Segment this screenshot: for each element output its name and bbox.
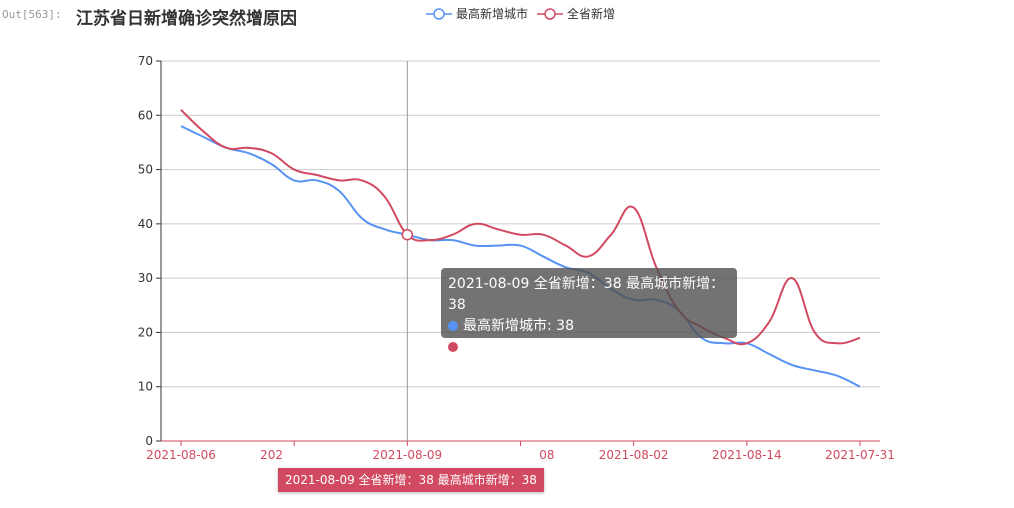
chart-title: 江苏省日新增确诊突然增原因 xyxy=(76,9,297,29)
y-tick-label: 10 xyxy=(138,380,153,394)
x-tick-label: 2021-07-31 xyxy=(825,448,895,462)
y-tick-label: 40 xyxy=(138,217,153,231)
y-tick-label: 60 xyxy=(138,108,153,122)
legend-label: 最高新增城市 xyxy=(456,7,529,21)
x-tick-label: 2021-08-14 xyxy=(712,448,782,462)
hover-point-marker xyxy=(401,228,414,241)
series-dot-icon xyxy=(448,321,458,331)
tooltip-row: 全省新增: 38 xyxy=(463,339,546,355)
output-prompt: Out[563]: xyxy=(2,8,62,21)
tooltip: 2021-08-09 全省新增：38 最高城市新增：38 最高新增城市: 38 … xyxy=(441,268,737,355)
tooltip-title: 2021-08-09 全省新增：38 最高城市新增：38 xyxy=(448,276,725,313)
y-tick-label: 50 xyxy=(138,163,153,177)
y-tick-label: 20 xyxy=(138,325,153,339)
series-line-1 xyxy=(180,109,861,346)
x-tick-label: 08 xyxy=(539,448,554,462)
legend-item-province[interactable]: 全省新增 xyxy=(537,5,615,22)
y-tick-label: 70 xyxy=(138,54,153,68)
legend-line-circle-icon xyxy=(426,7,452,20)
series-dot-icon xyxy=(448,342,458,352)
x-tick-label: 2021-08-06 xyxy=(146,448,216,462)
y-tick-label: 30 xyxy=(138,271,153,285)
x-tick-label: 2021-08-09 xyxy=(372,448,442,462)
y-tick-label: 0 xyxy=(145,434,153,448)
x-tick-label: 202 xyxy=(260,448,283,462)
axis-pointer-label: 2021-08-09 全省新增：38 最高城市新增：38 xyxy=(278,468,544,492)
tooltip-row: 最高新增城市: 38 xyxy=(463,318,574,334)
legend-label: 全省新增 xyxy=(567,7,616,21)
legend-line-circle-icon xyxy=(537,7,563,20)
legend-item-city[interactable]: 最高新增城市 xyxy=(426,5,528,22)
x-tick-label: 2021-08-02 xyxy=(599,448,669,462)
